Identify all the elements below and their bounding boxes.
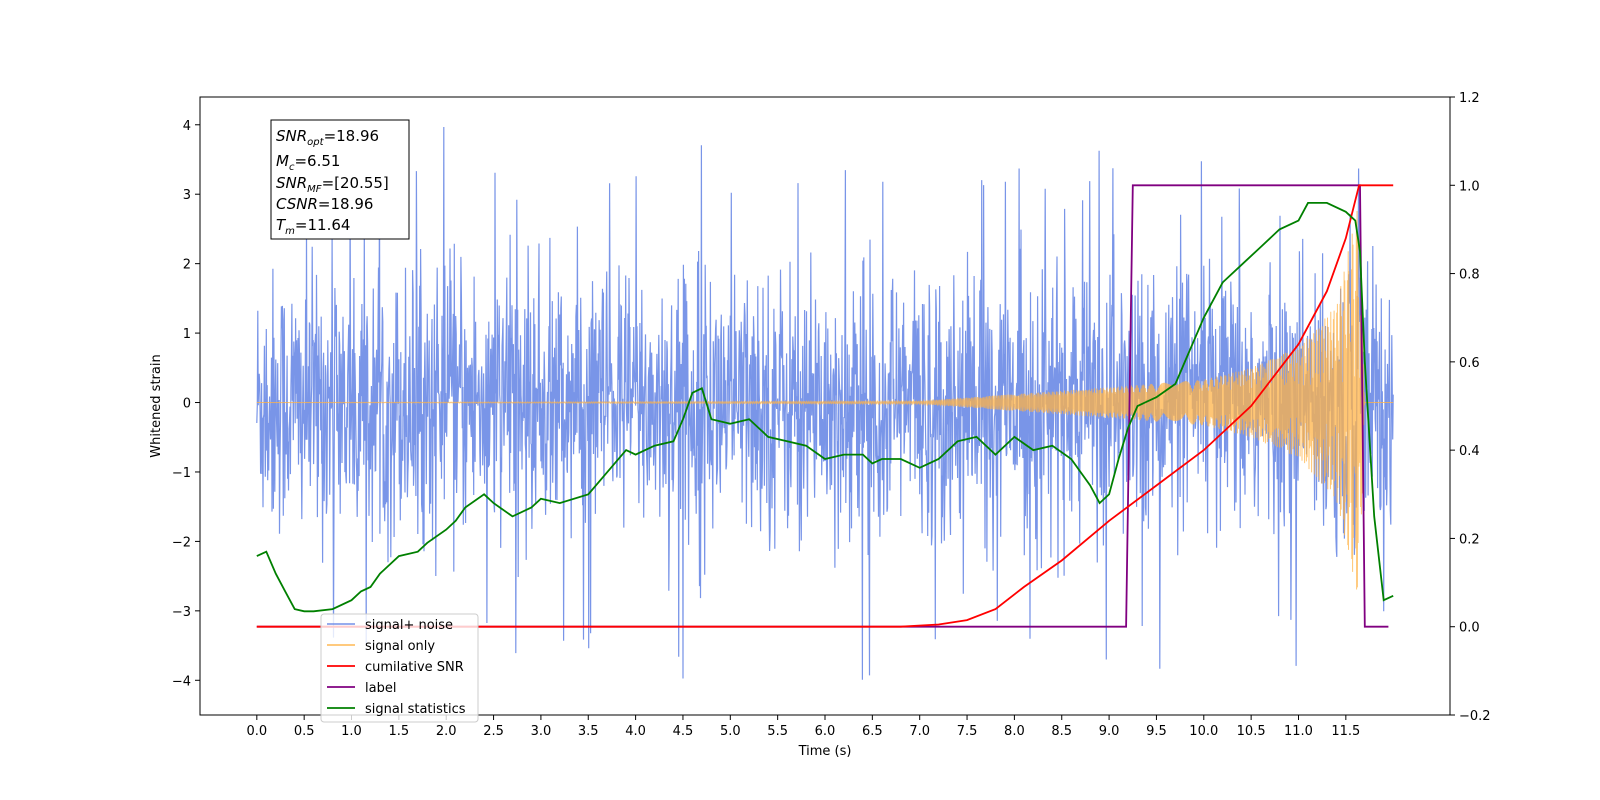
legend-label: signal statistics	[365, 702, 466, 717]
x-tick-label: 9.5	[1146, 724, 1167, 739]
line-series-layer	[256, 184, 1394, 628]
legend-frame	[320, 613, 479, 723]
y2-tick-label: 0.0	[1459, 621, 1480, 636]
y2-tick-label: 0.6	[1459, 356, 1480, 371]
y-tick-label: −4	[172, 674, 191, 689]
series-signal-only	[256, 210, 1394, 590]
y2-tick-label: 0.8	[1459, 268, 1480, 283]
x-tick-label: 6.0	[815, 724, 836, 739]
x-tick-label: 3.0	[531, 724, 552, 739]
y2-tick-label: 0.2	[1459, 532, 1480, 547]
x-tick-label: 2.5	[483, 724, 504, 739]
x-tick-label: 3.5	[578, 724, 599, 739]
x-tick-label: 0.5	[294, 724, 315, 739]
y-tick-label: −3	[172, 605, 191, 620]
x-tick-label: 8.5	[1051, 724, 1072, 739]
y-tick-label: 3	[183, 188, 191, 203]
x-tick-label: 2.0	[436, 724, 457, 739]
noise-series-layer	[256, 126, 1394, 680]
series-signal-plus-noise	[256, 126, 1394, 680]
y-tick-label: 2	[183, 258, 191, 273]
x-tick-label: 11.5	[1331, 724, 1360, 739]
annotation-box: SNRopt=18.96 Mc=6.51 SNRMF=[20.55] CSNR=…	[270, 119, 410, 240]
y2-tick-label: −0.2	[1459, 709, 1491, 724]
x-tick-label: 7.5	[957, 724, 978, 739]
x-tick-label: 6.5	[862, 724, 883, 739]
x-tick-label: 4.5	[673, 724, 694, 739]
legend-label: signal only	[365, 639, 435, 654]
annotation-csnr: CSNR=18.96	[276, 195, 373, 213]
annotation-mc: Mc=6.51	[276, 152, 340, 173]
y-axis-right: −0.2 0.0 0.2 0.4 0.6 0.8 1.0 1.2	[1450, 91, 1491, 724]
x-tick-label: 9.0	[1099, 724, 1120, 739]
x-tick-label: 8.0	[1004, 724, 1025, 739]
legend-label: label	[365, 681, 396, 696]
y-tick-label: 0	[183, 397, 191, 412]
x-tick-label: 10.5	[1237, 724, 1266, 739]
series-cumulative-snr	[256, 184, 1394, 628]
y2-tick-label: 0.4	[1459, 444, 1480, 459]
series-signal-statistics	[256, 202, 1394, 613]
y-tick-label: 1	[183, 327, 191, 342]
series-label	[256, 184, 1389, 628]
annotation-snr-mf: SNRMF=[20.55]	[276, 174, 389, 195]
y-tick-label: 4	[183, 119, 191, 134]
x-tick-label: 7.0	[909, 724, 930, 739]
y-axis-left: −4 −3 −2 −1 0 1 2 3 4	[172, 119, 200, 689]
y2-tick-label: 1.2	[1459, 91, 1480, 106]
x-axis-label: Time (s)	[798, 744, 852, 759]
legend-label: cumilative SNR	[365, 660, 464, 675]
legend: signal+ noise signal only cumilative SNR la…	[320, 613, 479, 723]
x-tick-label: 11.0	[1284, 724, 1313, 739]
x-tick-label: 4.0	[625, 724, 646, 739]
annotation-frame	[270, 119, 410, 240]
x-axis: 0.0 0.5 1.0 1.5 2.0 2.5 3.0 3.5 4.0 4.5 5.0 5.5 6.0 6…	[246, 715, 1360, 739]
signal-series-layer	[256, 210, 1394, 590]
x-tick-label: 5.0	[720, 724, 741, 739]
x-tick-label: 1.0	[341, 724, 362, 739]
legend-label: signal+ noise	[365, 618, 453, 633]
annotation-snr-opt: SNRopt=18.96	[276, 127, 379, 148]
x-tick-label: 10.0	[1189, 724, 1218, 739]
x-tick-label: 1.5	[389, 724, 410, 739]
y-tick-label: −2	[172, 535, 191, 550]
x-tick-label: 0.0	[246, 724, 267, 739]
annotation-tm: Tm=11.64	[276, 216, 350, 237]
y-axis-label: Whitened strain	[149, 354, 164, 457]
y-tick-label: −1	[172, 466, 191, 481]
x-tick-label: 5.5	[767, 724, 788, 739]
y2-tick-label: 1.0	[1459, 179, 1480, 194]
